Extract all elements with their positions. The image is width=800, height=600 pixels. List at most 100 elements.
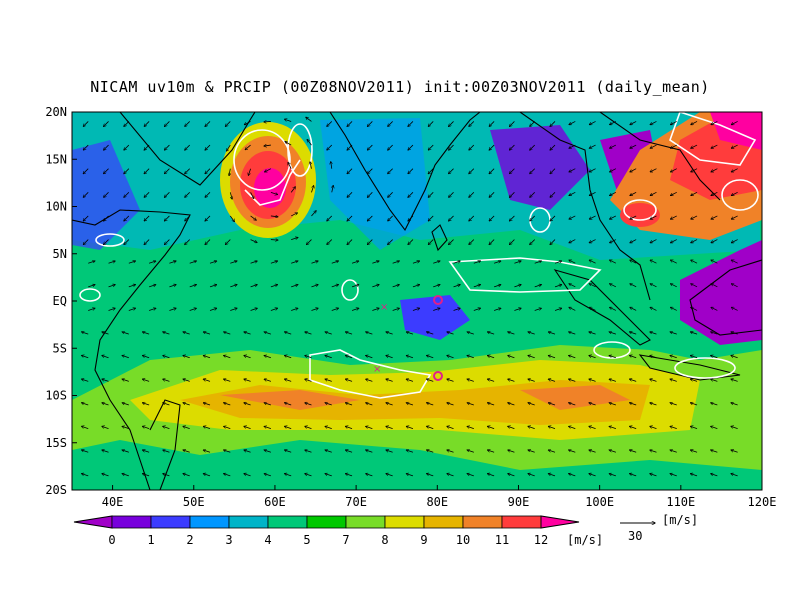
marker-cross: × bbox=[380, 302, 388, 313]
wind-arrow bbox=[449, 168, 454, 174]
wind-arrow bbox=[428, 144, 434, 150]
colorbar-label: 4 bbox=[264, 533, 271, 547]
wind-vectors bbox=[82, 117, 738, 477]
wind-arrow bbox=[630, 379, 637, 382]
wind-arrow bbox=[530, 168, 535, 174]
wind-arrow bbox=[104, 144, 109, 150]
wind-arrow bbox=[104, 192, 109, 197]
wind-arrow bbox=[372, 261, 379, 264]
wind-arrow bbox=[554, 308, 562, 311]
wind-arrow bbox=[285, 403, 292, 406]
wind-arrow bbox=[650, 168, 657, 172]
lon-tick-label: 120E bbox=[748, 495, 777, 509]
wind-arrow bbox=[406, 403, 414, 406]
wind-arrow bbox=[691, 260, 698, 264]
wind-arrow bbox=[711, 450, 718, 453]
wind-arrow bbox=[447, 379, 454, 382]
wind-arrow bbox=[270, 285, 278, 288]
wind-arrow bbox=[345, 379, 353, 382]
wind-arrow bbox=[285, 119, 292, 122]
wind-arrow bbox=[548, 379, 556, 382]
wind-arrow bbox=[122, 332, 129, 335]
wind-arrow bbox=[169, 285, 176, 288]
wind-arrow bbox=[514, 261, 521, 264]
wind-arrow bbox=[264, 403, 272, 406]
wind-arrow bbox=[144, 215, 150, 221]
wind-arrow bbox=[489, 144, 495, 150]
wind-arrow bbox=[671, 144, 677, 148]
wind-arrow bbox=[142, 474, 150, 477]
wind-arrow bbox=[428, 215, 434, 221]
wind-arrow bbox=[569, 284, 576, 288]
wind-arrow bbox=[428, 121, 434, 126]
wind-arrow bbox=[224, 474, 231, 477]
wind-arrow bbox=[691, 144, 698, 148]
wind-arrow bbox=[144, 168, 150, 174]
observation-markers: × × bbox=[373, 295, 443, 381]
colorbar-label: 3 bbox=[225, 533, 232, 547]
wind-arrow bbox=[569, 332, 576, 335]
wind-arrow bbox=[82, 426, 89, 429]
wind-arrow bbox=[630, 168, 637, 172]
wind-arrow bbox=[169, 308, 176, 311]
wind-arrow bbox=[514, 308, 521, 311]
wind-arrow bbox=[325, 403, 332, 406]
wind-arrow bbox=[264, 450, 272, 453]
wind-arrow bbox=[447, 332, 454, 335]
wind-arrow bbox=[509, 215, 515, 221]
wind-arrow bbox=[469, 215, 475, 221]
wind-arrow bbox=[449, 215, 454, 221]
wind-arrow bbox=[711, 144, 718, 148]
wind-arrow bbox=[554, 261, 562, 264]
wind-arrow bbox=[467, 426, 474, 429]
wind-arrow bbox=[367, 168, 373, 174]
wind-arrow bbox=[83, 215, 89, 221]
wind-arrow bbox=[230, 308, 237, 311]
wind-arrow bbox=[224, 450, 231, 453]
wind-arrow bbox=[493, 285, 501, 288]
wind-arrow bbox=[388, 192, 393, 197]
wind-arrow bbox=[548, 474, 556, 477]
wind-arrow bbox=[548, 332, 556, 335]
wind-arrow bbox=[731, 474, 738, 477]
wind-arrow bbox=[433, 285, 440, 288]
wind-arrow bbox=[467, 332, 474, 335]
wind-arrow bbox=[189, 308, 197, 311]
wind-arrow bbox=[408, 144, 414, 150]
wind-arrow bbox=[209, 308, 217, 311]
wind-arrow bbox=[469, 168, 475, 174]
wind-arrow bbox=[347, 239, 353, 245]
wind-arrow bbox=[205, 215, 211, 221]
wind-arrow bbox=[469, 144, 475, 150]
wind-arrow bbox=[230, 192, 232, 199]
wind-arrow bbox=[711, 307, 718, 311]
wind-arrow bbox=[509, 144, 515, 150]
wind-arrow bbox=[367, 239, 373, 245]
wind-arrow bbox=[310, 162, 312, 169]
wind-arrow bbox=[311, 211, 316, 217]
wind-arrow bbox=[83, 144, 89, 150]
wind-arrow bbox=[731, 450, 738, 453]
wind-arrow bbox=[691, 284, 698, 288]
wind-arrow bbox=[630, 215, 637, 219]
wind-arrow bbox=[447, 403, 454, 406]
wind-arrow bbox=[163, 403, 170, 406]
wind-arrow bbox=[467, 355, 474, 359]
wind-arrow bbox=[388, 239, 393, 245]
wind-arrow bbox=[270, 261, 278, 264]
wind-arrow bbox=[569, 144, 576, 148]
lon-tick-label: 100E bbox=[585, 495, 614, 509]
wind-arrow bbox=[650, 379, 657, 382]
wind-arrow bbox=[487, 426, 495, 429]
wind-arrow bbox=[427, 403, 434, 406]
wind-arrow bbox=[489, 215, 495, 221]
coastlines bbox=[72, 112, 762, 490]
wind-arrow bbox=[528, 355, 535, 359]
wind-arrow bbox=[225, 239, 231, 245]
wind-arrow bbox=[331, 285, 339, 288]
wind-arrow bbox=[327, 121, 333, 126]
colorbar-swatch bbox=[111, 515, 152, 529]
wind-arrow bbox=[731, 307, 738, 311]
lat-tick-label: 20S bbox=[45, 483, 67, 497]
wind-arrow bbox=[142, 355, 150, 359]
